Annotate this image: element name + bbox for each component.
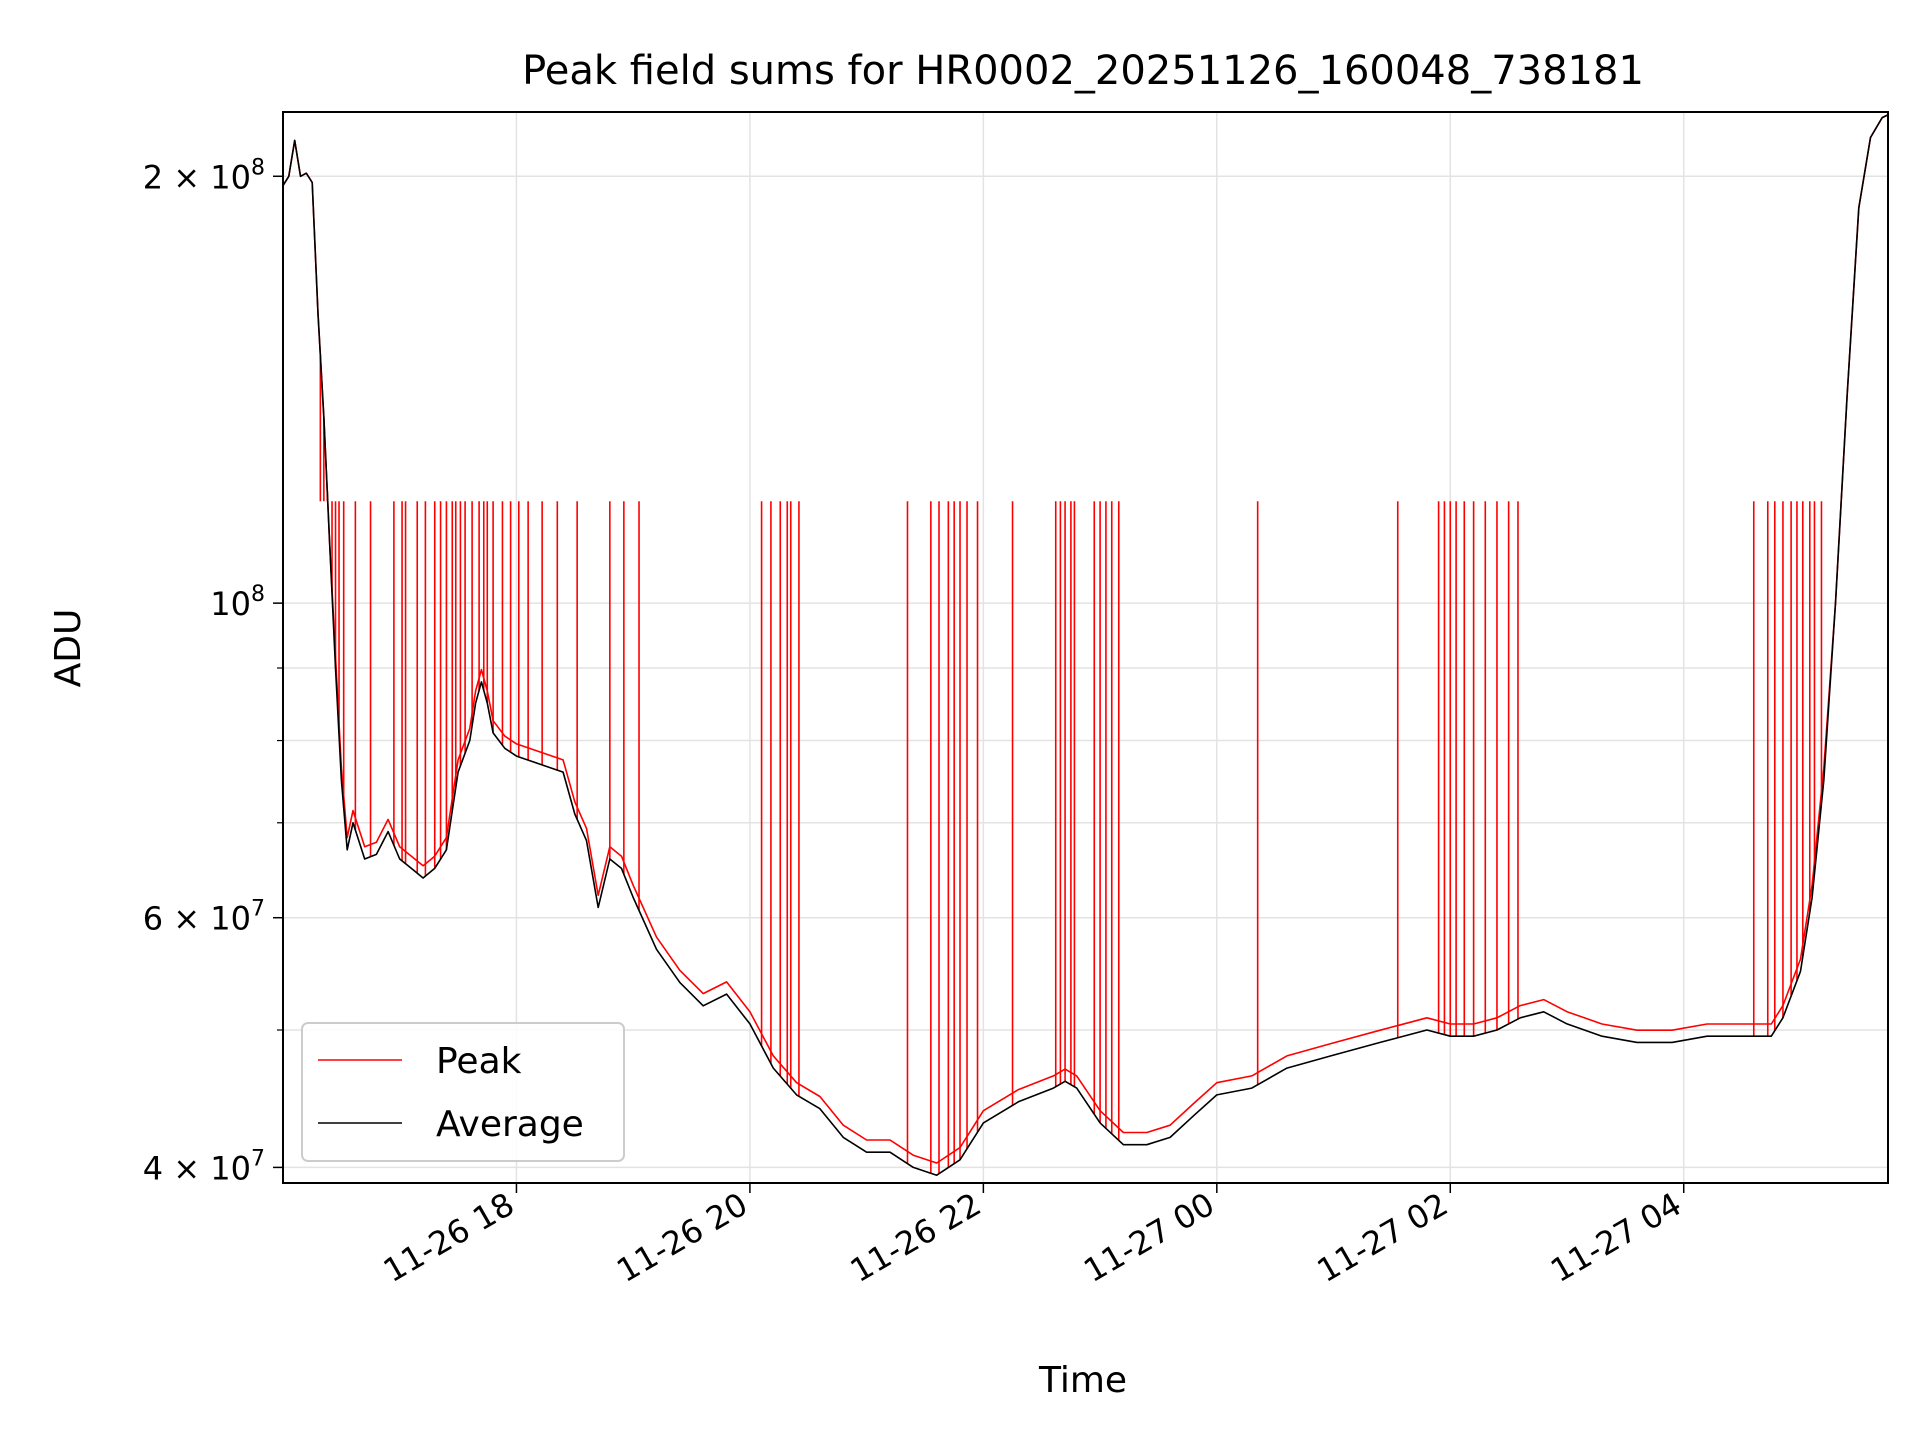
legend-average-label: Average: [436, 1104, 584, 1145]
y-tick-label-base: 2: [143, 158, 163, 196]
y-tick-label-exponent: 7: [251, 897, 265, 922]
average-line: [282, 114, 1889, 1176]
y-tick-label-ten: 10: [210, 900, 251, 938]
legend: Peak Average: [301, 1022, 625, 1162]
chart-title: Peak field sums for HR0002_20251126_1600…: [522, 48, 1644, 94]
peak-line: [282, 114, 1889, 1164]
y-tick-label-ten: 10: [210, 585, 251, 623]
series-average: [282, 114, 1889, 1176]
y-tick-label-exponent: 7: [251, 1146, 265, 1171]
y-tick-label-exponent: 8: [251, 582, 265, 607]
plot-frame: [282, 111, 1889, 1184]
y-tick-label-base: 6: [143, 900, 163, 938]
y-tick-label-times: ×: [163, 1149, 210, 1187]
y-tick-label-times: ×: [163, 900, 210, 938]
y-tick-label-exponent: 8: [251, 155, 265, 180]
legend-box: [301, 1022, 625, 1162]
y-tick-label: 108: [210, 582, 265, 623]
legend-peak-label: Peak: [436, 1041, 522, 1082]
y-tick-label-times: ×: [163, 158, 210, 196]
y-tick-label-base: 4: [143, 1149, 163, 1187]
y-tick-label: 6 × 107: [143, 897, 265, 938]
grid: [283, 112, 1888, 1183]
y-axis-label: ADU: [48, 609, 89, 688]
x-axis-label: Time: [1038, 1360, 1127, 1401]
series-peak: [282, 114, 1889, 1174]
y-tick-label: 4 × 107: [143, 1146, 265, 1187]
y-tick-label-ten: 10: [210, 1149, 251, 1187]
y-tick-label-ten: 10: [210, 158, 251, 196]
plot-series: [282, 114, 1889, 1176]
y-tick-label: 2 × 108: [143, 155, 265, 196]
